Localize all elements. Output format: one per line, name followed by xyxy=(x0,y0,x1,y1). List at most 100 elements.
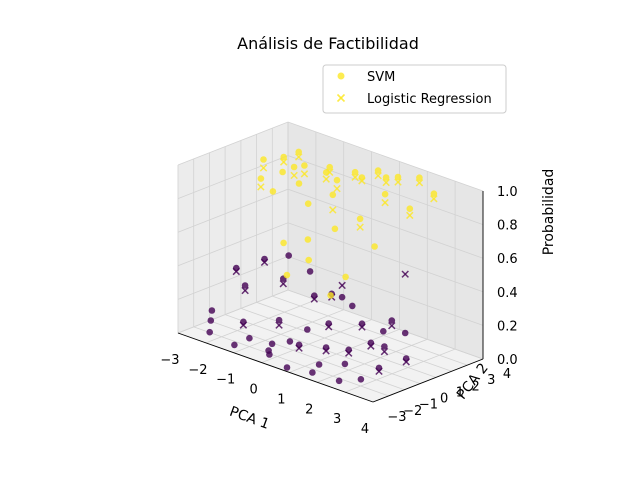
z-axis-label: Probabilidad xyxy=(541,169,557,256)
svm-point xyxy=(349,302,356,310)
y-tick-label: 1 xyxy=(456,385,464,400)
svm-point xyxy=(304,200,312,207)
svm-point xyxy=(381,343,388,350)
svm-point xyxy=(283,271,291,279)
logreg-point xyxy=(380,347,389,356)
svm-point xyxy=(207,317,215,324)
legend: SVM Logistic Regression xyxy=(322,64,507,114)
grid-line-z xyxy=(177,188,484,259)
x-tick-label: 4 xyxy=(361,422,369,437)
logreg-point xyxy=(344,349,353,357)
x-tick-label: 2 xyxy=(305,402,313,417)
z-tick-label: 0.0 xyxy=(497,353,518,368)
x-tick-label: 1 xyxy=(277,392,285,407)
z-tick-label: 0.2 xyxy=(497,319,518,334)
svm-point xyxy=(290,163,298,171)
svm-point xyxy=(338,293,346,301)
svm-point xyxy=(309,369,316,376)
data-points xyxy=(206,148,438,385)
svm-point xyxy=(241,282,249,289)
x-axis-ticks: −3 −2 −1 0 1 2 3 4 xyxy=(160,353,369,437)
svm-point xyxy=(268,340,276,348)
logreg-point xyxy=(239,321,248,329)
svm-point xyxy=(374,167,382,174)
svm-point xyxy=(265,347,272,354)
svm-point xyxy=(257,175,265,182)
x-tick-label: 0 xyxy=(249,383,257,398)
x-tick-label: −1 xyxy=(216,373,235,388)
logreg-point xyxy=(430,195,438,203)
svm-point xyxy=(333,176,341,184)
svm-point xyxy=(285,252,293,259)
y-tick-label: 3 xyxy=(487,373,495,388)
svm-point xyxy=(301,162,308,169)
svm-point xyxy=(315,361,323,368)
logreg-point xyxy=(351,173,359,181)
logreg-point xyxy=(241,286,249,295)
logreg-point xyxy=(415,179,424,187)
z-tick-label: 0.8 xyxy=(497,219,518,234)
logreg-point xyxy=(260,258,269,267)
legend-logreg-marker xyxy=(336,93,346,103)
svm-point xyxy=(416,174,423,181)
axis-lines xyxy=(177,191,484,403)
x-tick-label: −2 xyxy=(188,363,207,378)
logreg-point xyxy=(401,270,409,278)
svm-point xyxy=(260,156,267,163)
svm-point xyxy=(306,268,314,275)
logreg-point xyxy=(322,347,330,355)
logreg-point xyxy=(338,281,346,290)
logreg-point xyxy=(356,223,364,231)
x-tick-label: 3 xyxy=(333,412,341,427)
svm-point xyxy=(208,307,216,314)
logreg-point xyxy=(358,323,366,331)
logreg-point xyxy=(294,153,303,161)
svm-point xyxy=(327,292,334,299)
y-tick-label: −3 xyxy=(387,410,406,425)
z-axis-ticks: 0.0 0.2 0.4 0.6 0.8 1.0 xyxy=(497,185,518,368)
svm-point xyxy=(304,326,311,333)
svm-point xyxy=(305,256,313,264)
svm-point xyxy=(401,329,409,337)
logreg-point xyxy=(295,344,303,352)
svm-point xyxy=(246,334,253,342)
floor-pane xyxy=(178,290,483,402)
logreg-point xyxy=(333,184,341,193)
logreg-point xyxy=(325,168,334,177)
svm-point xyxy=(335,377,343,385)
svm-point xyxy=(275,316,283,324)
svm-point xyxy=(279,168,286,176)
svm-point xyxy=(388,317,396,324)
svm-point xyxy=(381,190,389,198)
logreg-point xyxy=(279,158,288,166)
y-axis-line xyxy=(372,358,484,403)
svm-point xyxy=(345,346,353,354)
logreg-point xyxy=(310,295,319,303)
svm-point xyxy=(375,364,383,372)
svm-point xyxy=(356,215,364,223)
svm-point xyxy=(331,225,339,233)
svm-point xyxy=(295,341,303,349)
svm-point xyxy=(406,205,414,212)
y-tick-label: 0 xyxy=(440,392,448,407)
svm-point xyxy=(206,328,213,336)
chart-title: Análisis de Factibilidad xyxy=(237,34,419,53)
y-tick-label: −2 xyxy=(403,404,422,419)
logreg-point xyxy=(394,178,402,186)
svm-point xyxy=(430,190,438,197)
logreg-point xyxy=(406,211,414,220)
svm-point xyxy=(329,191,337,199)
z-tick-label: 0.4 xyxy=(497,286,518,301)
logreg-point xyxy=(279,279,288,288)
legend-svm-marker xyxy=(337,72,345,80)
legend-logreg-label: Logistic Regression xyxy=(367,92,492,107)
svm-point xyxy=(394,173,402,181)
x-axis-line xyxy=(177,332,374,403)
grid-line-z xyxy=(177,155,484,225)
svm-point xyxy=(283,364,291,371)
grid-line-z xyxy=(177,121,484,192)
x-tick-label: −3 xyxy=(160,353,179,368)
svm-point xyxy=(295,148,303,156)
svm-point xyxy=(351,168,359,176)
